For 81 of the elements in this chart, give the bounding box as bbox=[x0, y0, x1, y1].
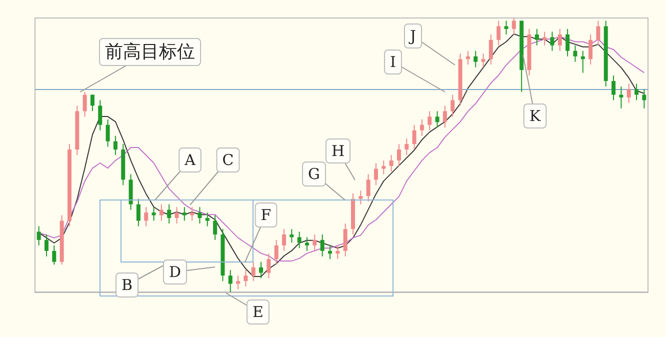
candlestick bbox=[144, 206, 148, 227]
candlestick bbox=[174, 206, 179, 224]
candlestick bbox=[382, 160, 386, 175]
candlestick bbox=[244, 270, 248, 288]
candlestick bbox=[274, 239, 278, 266]
candlestick bbox=[496, 20, 501, 46]
candlestick bbox=[190, 206, 194, 222]
annotation: K bbox=[529, 107, 542, 125]
candlestick bbox=[504, 20, 508, 35]
annotation: D bbox=[168, 263, 182, 281]
candlestick bbox=[588, 34, 593, 66]
candlestick bbox=[182, 206, 186, 222]
candlestick bbox=[297, 231, 302, 249]
candlestick bbox=[374, 162, 378, 186]
candlestick bbox=[98, 100, 102, 131]
candlestick bbox=[358, 190, 363, 205]
candlestick bbox=[236, 275, 240, 290]
candlestick bbox=[435, 110, 440, 128]
annotation: I bbox=[390, 53, 396, 71]
candlestick bbox=[343, 223, 348, 257]
candlestick bbox=[634, 83, 639, 101]
candlestick bbox=[481, 53, 486, 68]
candlestick bbox=[512, 18, 516, 35]
annotation: A bbox=[184, 151, 196, 169]
candlestick bbox=[44, 234, 48, 257]
candlestick bbox=[136, 198, 140, 227]
candlestick bbox=[52, 244, 56, 266]
candlestick bbox=[534, 28, 539, 46]
annotation: B bbox=[121, 276, 133, 294]
candlestick bbox=[566, 28, 570, 57]
candlestick bbox=[336, 244, 340, 260]
candlestick bbox=[366, 174, 370, 202]
candlestick bbox=[558, 28, 562, 52]
candlestick bbox=[466, 50, 470, 66]
candlestick bbox=[420, 118, 424, 136]
candlestick bbox=[159, 204, 164, 222]
candlestick bbox=[167, 204, 172, 224]
candlestick bbox=[198, 206, 202, 224]
candlestick bbox=[328, 244, 332, 260]
candlestick bbox=[82, 91, 87, 118]
candlestick bbox=[320, 234, 324, 257]
text: E bbox=[252, 303, 264, 321]
candlestick bbox=[266, 253, 271, 279]
candlestick bbox=[488, 34, 493, 66]
annotation: J bbox=[408, 27, 416, 45]
candlestick bbox=[205, 212, 210, 227]
candlestick bbox=[36, 226, 41, 246]
candlestick bbox=[312, 234, 317, 252]
annotation: 前高目标位 bbox=[105, 42, 195, 62]
candlestick bbox=[259, 261, 264, 279]
candlestick bbox=[442, 105, 447, 128]
candlestick bbox=[596, 20, 600, 46]
candlestick bbox=[542, 31, 547, 46]
candlestick bbox=[404, 138, 409, 156]
candlestick bbox=[305, 236, 310, 252]
candlestick bbox=[282, 228, 286, 252]
candlestick bbox=[619, 86, 624, 109]
candlestick bbox=[550, 31, 554, 52]
candlestick bbox=[612, 75, 616, 101]
candlestick bbox=[474, 50, 478, 68]
annotation: C bbox=[222, 151, 234, 169]
annotation: F bbox=[260, 206, 272, 224]
candlestick bbox=[152, 206, 156, 222]
candlestick bbox=[626, 83, 631, 104]
annotation: H bbox=[331, 142, 345, 160]
candlestick bbox=[428, 110, 432, 131]
candlestick bbox=[290, 228, 294, 244]
candlestick bbox=[396, 144, 401, 166]
annotation: G bbox=[308, 165, 320, 183]
candlestick bbox=[251, 261, 256, 282]
candlestick bbox=[90, 94, 94, 112]
candlestick bbox=[106, 118, 110, 148]
candlestick bbox=[213, 214, 218, 240]
candlestick bbox=[113, 135, 118, 156]
candlestick bbox=[580, 50, 585, 74]
candlestick bbox=[450, 94, 455, 118]
candlestick bbox=[573, 44, 578, 62]
candlestick bbox=[228, 270, 232, 292]
candlestick bbox=[642, 88, 646, 109]
candlestick bbox=[412, 124, 416, 150]
candlestick bbox=[389, 154, 394, 172]
